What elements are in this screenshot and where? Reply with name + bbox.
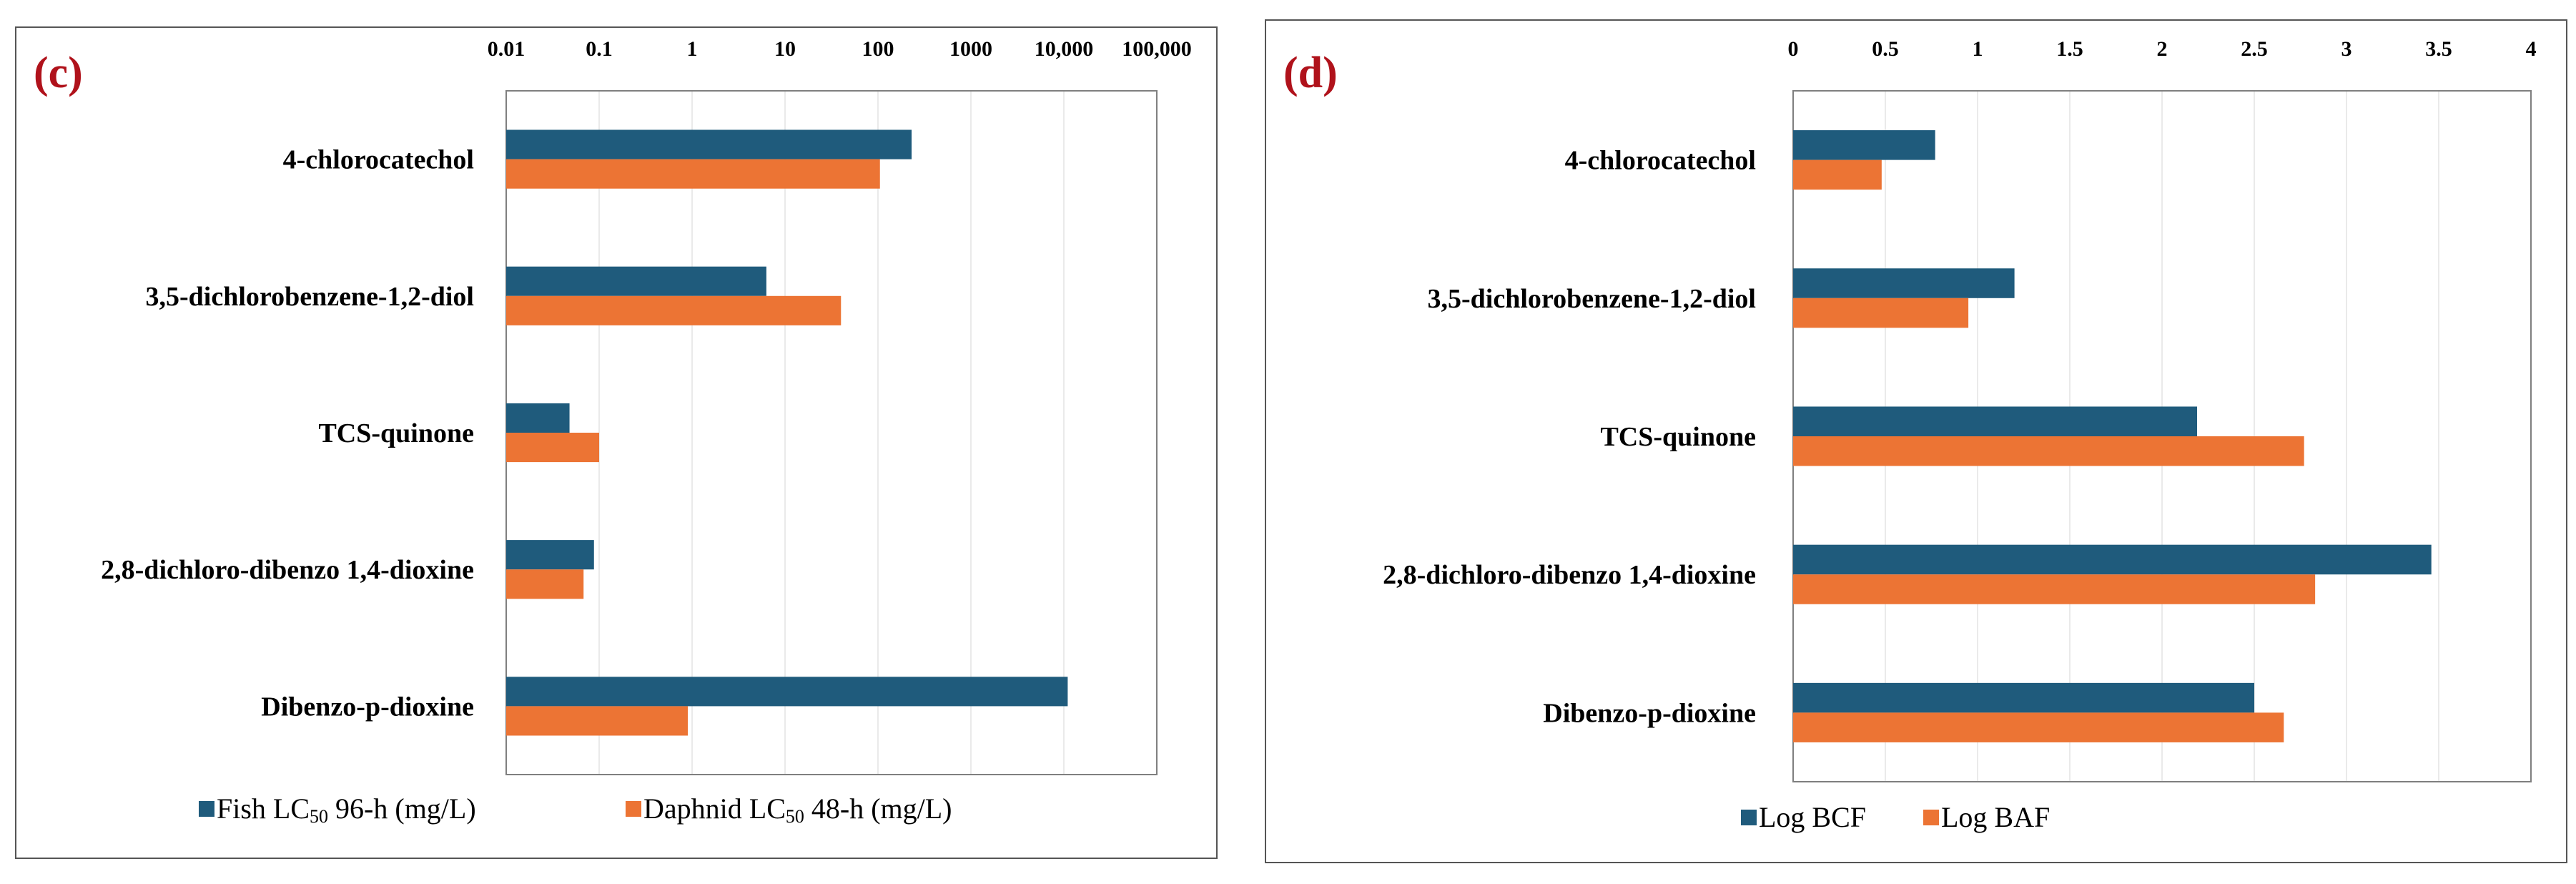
category-label: Dibenzo-p-dioxine	[1543, 698, 1756, 728]
bar-series1	[506, 677, 1068, 707]
bar-series1	[506, 266, 766, 296]
bar-series2	[1793, 436, 2304, 466]
bar-series1	[506, 129, 912, 159]
x-tick-label: 10,000	[1035, 37, 1094, 61]
bar-series2	[506, 433, 599, 463]
legend-swatch	[1923, 810, 1939, 825]
bar-series1	[1793, 268, 2015, 298]
category-label: TCS-quinone	[318, 418, 474, 448]
category-label: TCS-quinone	[1600, 422, 1756, 452]
legend-swatch	[1741, 810, 1757, 825]
bar-series2	[1793, 298, 1969, 328]
x-tick-label: 0.01	[488, 37, 525, 61]
bar-series1	[506, 540, 594, 570]
x-tick-label: 0	[1788, 37, 1799, 61]
category-label: Dibenzo-p-dioxine	[261, 692, 474, 722]
x-tick-label: 2.5	[2241, 37, 2268, 61]
x-tick-label: 1.5	[2056, 37, 2083, 61]
legend-entry: Log BAF	[1941, 801, 2050, 833]
category-label: 4-chlorocatechol	[1565, 146, 1756, 176]
bar-series2	[506, 295, 842, 325]
x-tick-label: 10	[774, 37, 796, 61]
legend-entry: Log BCF	[1759, 801, 1866, 833]
chart-panel-2: 0 0.5 1 1.5 2 2.5 3 3.5 4 4-chlorocatechol 3,5-dic…	[1265, 19, 2567, 863]
x-tick-label: 0.5	[1872, 37, 1899, 61]
category-label: 3,5-dichlorobenzene-1,2-diol	[145, 282, 474, 312]
panel-label: (d)	[1283, 49, 1338, 97]
category-label: 2,8-dichloro-dibenzo 1,4-dioxine	[1383, 560, 1756, 590]
legend-swatch	[626, 801, 641, 817]
x-tick-label: 3	[2341, 37, 2352, 61]
bar-series1	[506, 403, 570, 433]
x-tick-label: 100	[862, 37, 894, 61]
chart-panel-1: 0.01 0.1 1 10 100 1000 10,000 100,000 4-chloroca…	[15, 26, 1218, 859]
bar-series2	[1793, 574, 2316, 604]
category-label: 3,5-dichlorobenzene-1,2-diol	[1427, 284, 1756, 314]
category-label: 2,8-dichloro-dibenzo 1,4-dioxine	[101, 555, 474, 585]
panel-label: (c)	[34, 49, 83, 97]
bar-series1	[1793, 682, 2254, 713]
category-label: 4-chlorocatechol	[283, 145, 474, 175]
legend-swatch	[199, 801, 214, 817]
x-tick-label: 0.1	[586, 37, 613, 61]
x-tick-label: 3.5	[2425, 37, 2452, 61]
bar-series2	[506, 569, 584, 599]
bar-series1	[1793, 544, 2432, 575]
x-tick-label: 4	[2526, 37, 2537, 61]
x-tick-label: 100,000	[1122, 37, 1192, 61]
bar-series2	[506, 706, 689, 736]
legend-entry: Daphnid LC50 48-h (mg/L)	[643, 792, 952, 827]
x-tick-label: 2	[2157, 37, 2168, 61]
x-tick-label: 1000	[949, 37, 992, 61]
bar-series1	[1793, 406, 2198, 436]
x-tick-label: 1	[687, 37, 698, 61]
bar-series2	[1793, 712, 2284, 742]
bar-series2	[506, 159, 880, 189]
legend-entry: Fish LC50 96-h (mg/L)	[217, 792, 476, 827]
bar-series1	[1793, 130, 1935, 160]
bar-series2	[1793, 159, 1882, 190]
x-tick-label: 1	[1973, 37, 1983, 61]
